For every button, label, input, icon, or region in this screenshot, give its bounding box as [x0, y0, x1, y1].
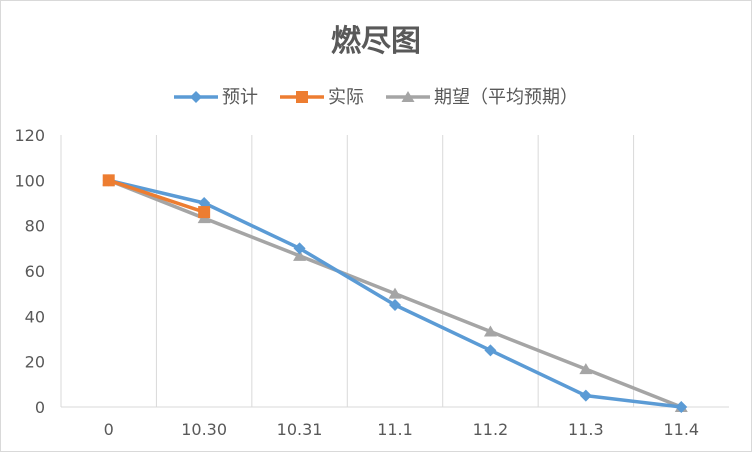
legend-item-0: 预计 — [174, 87, 258, 108]
y-tick-label: 40 — [25, 307, 45, 326]
legend-item-1: 实际 — [280, 87, 364, 108]
legend-swatch-marker — [296, 91, 308, 103]
y-tick-label: 60 — [25, 262, 45, 281]
data-point-s2-3 — [388, 287, 402, 299]
x-tick-label: 10.31 — [277, 420, 323, 439]
legend: 预计 实际 期望（平均预期） — [174, 87, 578, 108]
x-tick-label: 11.1 — [377, 420, 413, 439]
x-tick-label: 11.4 — [663, 420, 699, 439]
y-tick-label: 80 — [25, 217, 45, 236]
data-point-s0-5 — [579, 389, 592, 402]
series-markers — [102, 174, 688, 413]
y-tick-label: 100 — [14, 171, 45, 190]
data-point-s0-1 — [198, 197, 211, 209]
y-tick-label: 0 — [35, 398, 45, 417]
x-tick-label: 11.2 — [473, 420, 509, 439]
legend-label: 期望（平均预期） — [434, 87, 578, 108]
axes: 0 20 40 60 80 100 120 0 10.30 10.31 11.1 11.2 11.3 11… — [14, 126, 729, 439]
data-point-s0-2 — [293, 242, 306, 255]
x-tick-label: 10.30 — [181, 420, 227, 439]
grid-lines — [155, 135, 635, 407]
data-point-s0-3 — [389, 299, 401, 311]
data-point-s1-1 — [198, 206, 211, 219]
x-tick-label: 0 — [104, 420, 114, 439]
data-point-s0-4 — [484, 344, 497, 357]
y-tick-label: 120 — [14, 126, 45, 145]
legend-swatch-marker — [401, 91, 415, 102]
data-point-s2-5 — [579, 363, 593, 375]
data-point-s2-2 — [293, 249, 307, 261]
data-point-s2-4 — [483, 325, 497, 337]
legend-label: 预计 — [222, 87, 258, 108]
legend-label: 实际 — [328, 87, 364, 108]
legend-swatch-marker — [190, 91, 202, 103]
chart-title: 燃尽图 — [331, 24, 421, 59]
legend-item-2: 期望（平均预期） — [386, 87, 578, 108]
data-point-s1-0 — [102, 174, 115, 187]
data-point-s0-6 — [675, 401, 688, 413]
series-line-1 — [108, 178, 205, 214]
x-tick-label: 11.3 — [568, 420, 604, 439]
y-tick-label: 20 — [25, 353, 45, 372]
